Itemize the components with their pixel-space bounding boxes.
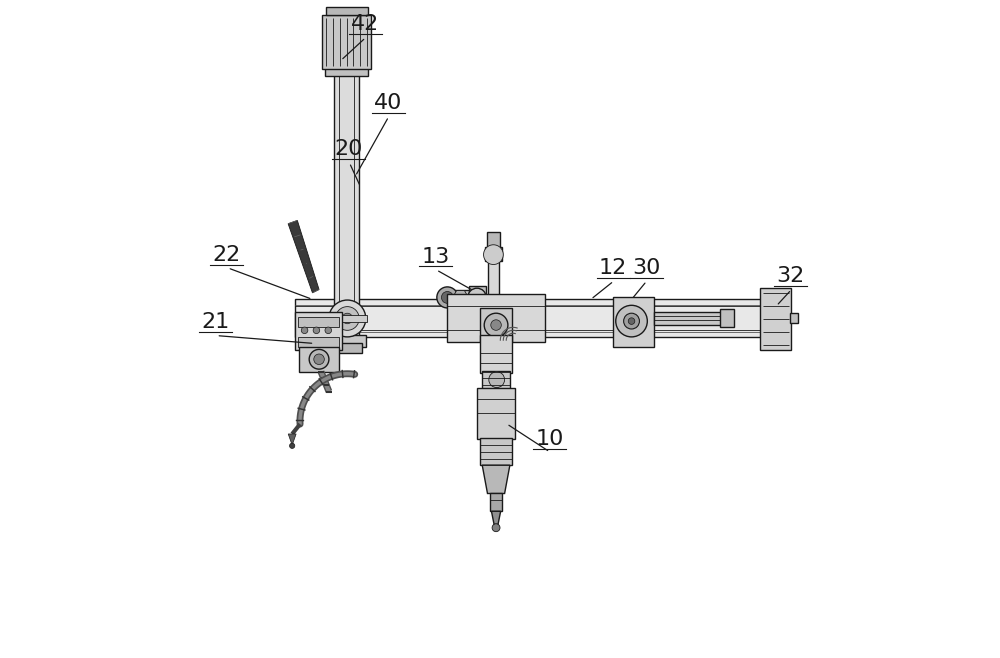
Circle shape	[468, 288, 486, 307]
Bar	[334, 69, 359, 337]
Bar	[298, 337, 339, 347]
Circle shape	[441, 291, 453, 303]
Circle shape	[336, 307, 359, 330]
Bar	[299, 347, 339, 372]
Circle shape	[492, 524, 500, 532]
Bar	[322, 15, 371, 69]
Bar	[480, 438, 512, 465]
Bar	[326, 7, 368, 15]
Bar	[490, 493, 502, 511]
Circle shape	[309, 349, 329, 369]
Circle shape	[484, 313, 508, 337]
Bar	[480, 308, 512, 342]
Bar	[720, 309, 734, 328]
Bar	[328, 335, 366, 347]
Circle shape	[301, 327, 308, 334]
Bar	[482, 371, 510, 390]
Circle shape	[437, 287, 458, 308]
Circle shape	[628, 318, 635, 324]
Bar	[295, 299, 775, 337]
Text: 12: 12	[599, 258, 627, 278]
Circle shape	[616, 305, 647, 337]
Bar	[488, 259, 499, 299]
Text: 10: 10	[535, 429, 564, 449]
Text: 21: 21	[202, 313, 230, 332]
Bar	[469, 286, 486, 309]
Bar	[760, 288, 791, 350]
Circle shape	[313, 327, 320, 334]
Bar	[487, 232, 500, 249]
Polygon shape	[482, 465, 510, 494]
Circle shape	[484, 245, 503, 265]
Circle shape	[491, 320, 501, 330]
Bar	[325, 66, 368, 76]
Bar	[447, 294, 545, 342]
Bar	[790, 313, 798, 324]
Text: 30: 30	[632, 258, 660, 278]
Text: 32: 32	[777, 266, 805, 286]
Circle shape	[342, 313, 353, 324]
Text: 20: 20	[334, 139, 363, 159]
Circle shape	[329, 300, 366, 337]
Circle shape	[624, 313, 639, 329]
Text: 13: 13	[421, 247, 450, 266]
Bar	[451, 290, 470, 305]
Bar	[477, 388, 515, 439]
Bar	[328, 315, 367, 322]
Polygon shape	[288, 434, 296, 445]
Circle shape	[290, 443, 295, 449]
Polygon shape	[491, 511, 501, 524]
Text: 22: 22	[213, 245, 241, 265]
Circle shape	[314, 354, 324, 365]
Bar	[485, 247, 502, 261]
Circle shape	[325, 327, 332, 334]
Bar	[480, 335, 512, 373]
Bar	[331, 343, 362, 353]
Bar	[298, 317, 339, 327]
Polygon shape	[288, 220, 319, 293]
Text: 40: 40	[374, 93, 402, 113]
Polygon shape	[453, 291, 468, 304]
Bar	[654, 312, 733, 325]
Circle shape	[489, 372, 505, 388]
Text: 42: 42	[351, 14, 379, 34]
Bar	[613, 297, 654, 347]
Bar	[295, 312, 342, 350]
